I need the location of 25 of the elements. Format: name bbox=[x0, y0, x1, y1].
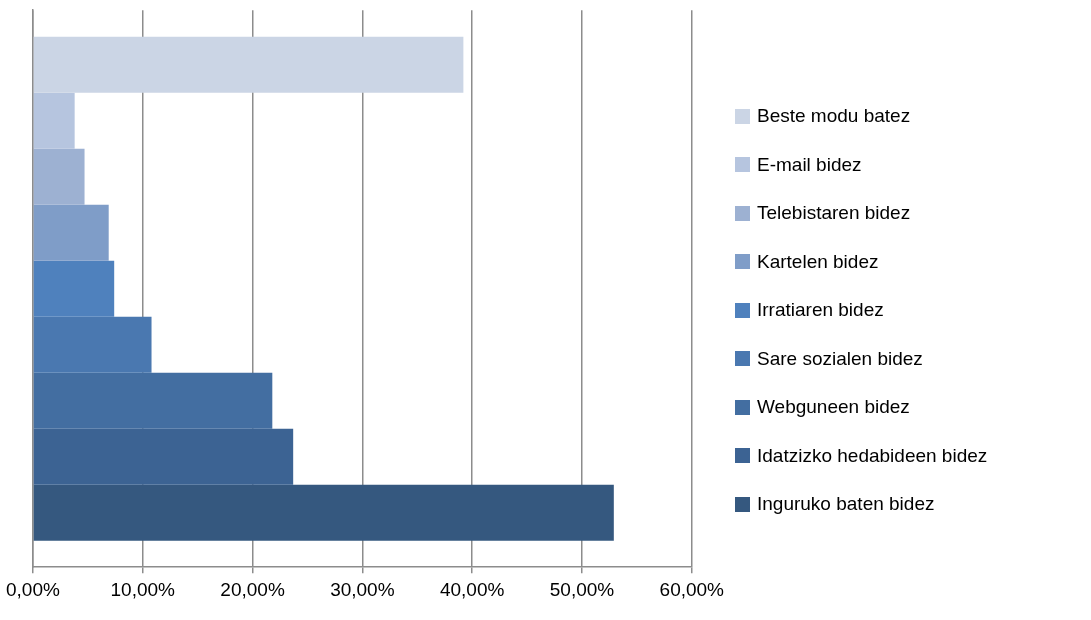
bar bbox=[33, 428, 294, 485]
x-tick-label: 0,00% bbox=[6, 578, 60, 600]
bar bbox=[33, 92, 75, 149]
legend-label: Idatzizko hedabideen bidez bbox=[757, 444, 988, 467]
x-tick-label: 60,00% bbox=[659, 578, 725, 600]
legend-label: Webguneen bidez bbox=[757, 396, 910, 418]
bar bbox=[33, 36, 464, 93]
x-tick-label: 50,00% bbox=[549, 578, 615, 600]
bar bbox=[33, 148, 85, 205]
x-tick-label: 10,00% bbox=[110, 578, 176, 600]
bar bbox=[33, 260, 115, 317]
legend-label: Telebistaren bidez bbox=[757, 202, 911, 224]
bar bbox=[33, 204, 109, 261]
legend-label: Inguruko baten bidez bbox=[757, 493, 935, 515]
legend-label: Kartelen bidez bbox=[757, 250, 879, 273]
bar bbox=[33, 316, 152, 373]
x-tick-label: 30,00% bbox=[330, 578, 395, 600]
x-tick-label: 20,00% bbox=[220, 578, 285, 600]
legend-label: Beste modu batez bbox=[757, 105, 911, 127]
bar bbox=[33, 484, 614, 541]
legend-label: E-mail bidez bbox=[757, 153, 862, 176]
legend-label: Sare sozialen bidez bbox=[757, 347, 923, 370]
legend-label: Irratiaren bidez bbox=[757, 299, 884, 321]
x-tick-label: 40,00% bbox=[439, 578, 505, 600]
bar bbox=[33, 372, 273, 429]
